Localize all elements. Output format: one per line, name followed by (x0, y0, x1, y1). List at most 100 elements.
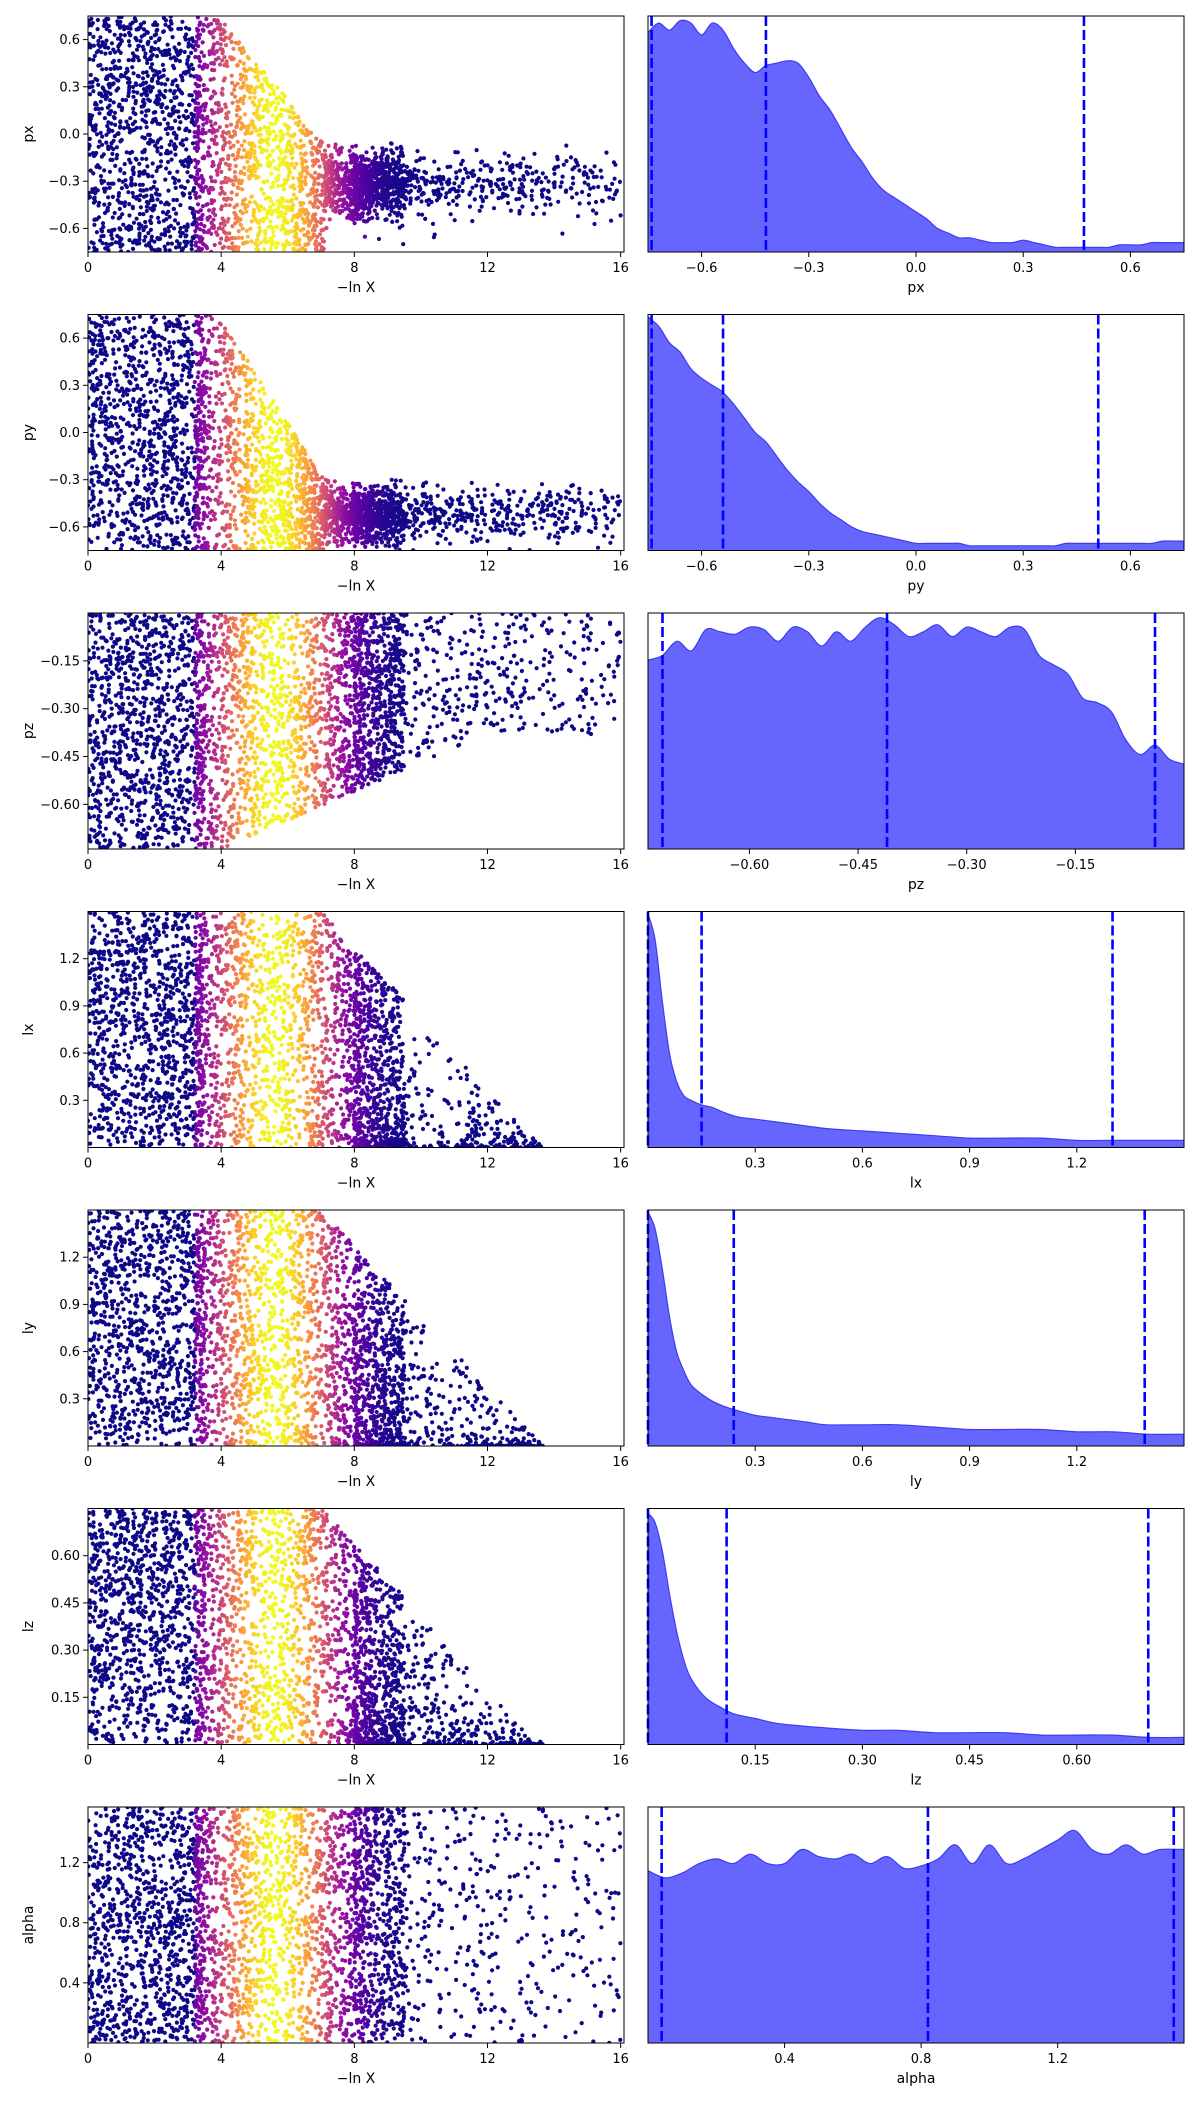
scatter-point (278, 211, 282, 215)
scatter-point (401, 191, 405, 195)
scatter-point (426, 501, 430, 505)
scatter-point (184, 32, 188, 36)
scatter-point (219, 170, 223, 174)
scatter-point (113, 211, 117, 215)
scatter-point (268, 435, 272, 439)
scatter-point (95, 464, 99, 468)
scatter-point (607, 196, 611, 200)
scatter-point (204, 17, 208, 21)
scatter-point (515, 163, 519, 167)
scatter-point (92, 154, 96, 158)
scatter-point (237, 99, 241, 103)
scatter-point (135, 217, 139, 221)
scatter-point (373, 175, 377, 179)
scatter-point (447, 517, 451, 521)
scatter-point (294, 499, 298, 503)
scatter-point (455, 203, 459, 207)
scatter-point (118, 120, 122, 124)
scatter-point (191, 141, 195, 145)
scatter-point (397, 548, 401, 552)
scatter-point (549, 202, 553, 206)
scatter-point (202, 414, 206, 418)
scatter-point (236, 185, 240, 189)
scatter-point (92, 223, 96, 227)
scatter-point (141, 212, 145, 216)
scatter-point (316, 182, 320, 186)
scatter-point (310, 477, 314, 481)
scatter-point (318, 164, 322, 168)
scatter-point (124, 120, 128, 124)
scatter-point (249, 195, 253, 199)
scatter-point (120, 186, 124, 190)
scatter-point (306, 230, 310, 234)
scatter-point (259, 127, 263, 131)
scatter-point (99, 400, 103, 404)
scatter-point (148, 219, 152, 223)
scatter-point (303, 243, 307, 247)
scatter-point (521, 156, 525, 160)
scatter-point (226, 458, 230, 462)
scatter-point (514, 528, 518, 532)
scatter-point (142, 427, 146, 431)
scatter-point (158, 248, 162, 252)
scatter-point (565, 511, 569, 515)
scatter-point (520, 182, 524, 186)
scatter-point (240, 143, 244, 147)
scatter-point (102, 203, 106, 207)
scatter-point (210, 179, 214, 183)
scatter-point (95, 50, 99, 54)
scatter-point (121, 223, 125, 227)
scatter-point (155, 29, 159, 33)
scatter-point (202, 88, 206, 92)
scatter-point (457, 184, 461, 188)
scatter-point (103, 519, 107, 523)
scatter-point (503, 528, 507, 532)
scatter-point (201, 213, 205, 217)
scatter-point (396, 161, 400, 165)
scatter-point (456, 189, 460, 193)
scatter-point (214, 402, 218, 406)
scatter-point (596, 185, 600, 189)
scatter-point (574, 521, 578, 525)
scatter-point (170, 242, 174, 246)
scatter-point (508, 165, 512, 169)
scatter-point (126, 510, 130, 514)
scatter-point (235, 193, 239, 197)
scatter-point (399, 152, 403, 156)
scatter-point (164, 166, 168, 170)
scatter-point (104, 17, 108, 21)
scatter-point (552, 185, 556, 189)
scatter-point (224, 231, 228, 235)
scatter-point (140, 344, 144, 348)
scatter-point (280, 536, 284, 540)
scatter-point (404, 485, 408, 489)
scatter-point (589, 501, 593, 505)
scatter-point (471, 535, 475, 539)
scatter-point (294, 162, 298, 166)
scatter-point (354, 144, 358, 148)
scatter-point (320, 189, 324, 193)
scatter-point (247, 165, 251, 169)
scatter-point (390, 220, 394, 224)
scatter-point (577, 168, 581, 172)
scatter-point (254, 75, 258, 79)
scatter-point (137, 222, 141, 226)
scatter-point (503, 193, 507, 197)
scatter-point (283, 94, 287, 98)
scatter-point (179, 159, 183, 163)
scatter-point (258, 205, 262, 209)
scatter-point (411, 173, 415, 177)
scatter-point (306, 171, 310, 175)
scatter-point (154, 389, 158, 393)
scatter-point (418, 534, 422, 538)
scatter-point (142, 239, 146, 243)
scatter-point (116, 37, 120, 41)
scatter-point (201, 139, 205, 143)
scatter-point (206, 230, 210, 234)
scatter-point (206, 153, 210, 157)
scatter-point (292, 193, 296, 197)
scatter-point (262, 239, 266, 243)
scatter-point (117, 103, 121, 107)
scatter-point (231, 153, 235, 157)
